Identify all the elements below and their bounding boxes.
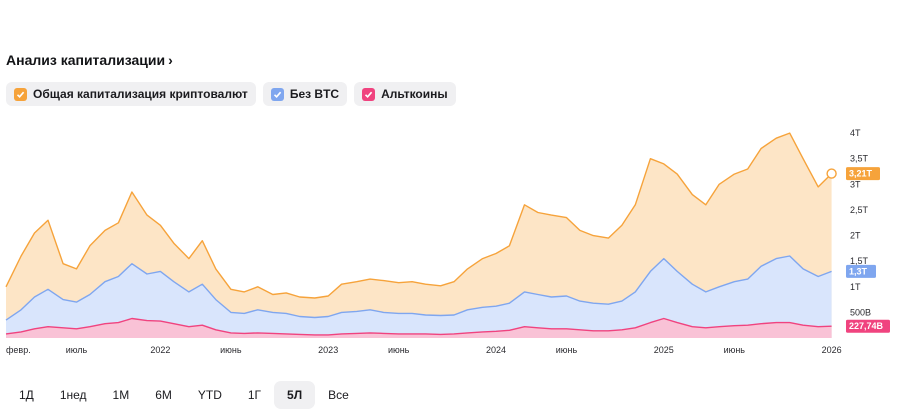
y-tick-label: 3T (850, 179, 861, 189)
current-value-badge (846, 264, 876, 278)
market-cap-chart[interactable]: 500B 1T 1,5T 2T 2,5T 3T 3,5T 4T февр. июль 2022 июн… (0, 118, 900, 363)
current-value-label: 1,3T (849, 266, 868, 276)
series-line-1 (5, 255, 832, 321)
x-tick-label: июнь (220, 345, 242, 355)
y-tick-label: 500B (850, 307, 871, 317)
legend-item-label: Общая капитализация криптовалют (33, 87, 248, 101)
range-button-ytd[interactable]: YTD (197, 388, 222, 402)
x-tick-label: июнь (388, 345, 410, 355)
y-tick-label: 3,5T (850, 154, 869, 164)
range-button-1w[interactable]: 1нед (59, 388, 87, 402)
legend-item-total-cap[interactable]: Общая капитализация криптовалют (6, 82, 256, 106)
legend: Общая капитализация криптовалют Без BTC … (6, 82, 456, 106)
range-button-6m[interactable]: 6М (155, 388, 172, 402)
current-point-marker (826, 168, 837, 179)
x-tick-label: 2026 (822, 345, 842, 355)
range-button-1m[interactable]: 1М (112, 388, 130, 402)
x-tick-label: февр. (6, 345, 31, 355)
current-value-badge (846, 319, 890, 333)
check-icon (14, 87, 27, 101)
series-line-2 (5, 317, 832, 336)
x-tick-label: 2024 (486, 345, 506, 355)
section-title-label: Анализ капитализации (6, 52, 166, 68)
y-tick-label: 2T (850, 231, 861, 241)
series-area-0 (6, 133, 832, 338)
series-line-0 (5, 132, 833, 299)
range-button-5y[interactable]: 5Л (274, 381, 316, 409)
y-tick-label: 2,5T (850, 205, 869, 215)
current-value-badge (846, 167, 880, 181)
x-tick-label: 2022 (150, 345, 170, 355)
x-tick-label: 2025 (654, 345, 674, 355)
x-tick-label: июль (66, 345, 88, 355)
x-tick-label: июнь (556, 345, 578, 355)
chevron-right-icon: › (168, 52, 173, 68)
x-tick-label: 2023 (318, 345, 338, 355)
series-area-2 (6, 318, 832, 338)
range-selector: 1Д 1нед 1М 6М YTD 1Г 5Л Все (6, 381, 362, 409)
legend-item-label: Без BTC (289, 87, 340, 101)
range-button-all[interactable]: Все (328, 388, 349, 402)
x-tick-label: июнь (724, 345, 746, 355)
y-tick-label: 4T (850, 128, 861, 138)
legend-item-label: Альткоины (381, 87, 448, 101)
legend-item-altcoins[interactable]: Альткоины (354, 82, 456, 106)
current-value-label: 3,21T (849, 169, 873, 179)
y-tick-label: 1,5T (850, 256, 869, 266)
current-value-label: 227,74B (849, 321, 884, 331)
check-icon (270, 87, 284, 101)
range-button-1d[interactable]: 1Д (19, 388, 34, 402)
y-tick-label: 1T (850, 282, 861, 292)
check-icon (362, 87, 376, 101)
section-title[interactable]: Анализ капитализации › (6, 52, 173, 68)
legend-item-without-btc[interactable]: Без BTC (262, 82, 348, 106)
series-area-1 (6, 256, 832, 338)
range-button-1y[interactable]: 1Г (247, 388, 262, 402)
